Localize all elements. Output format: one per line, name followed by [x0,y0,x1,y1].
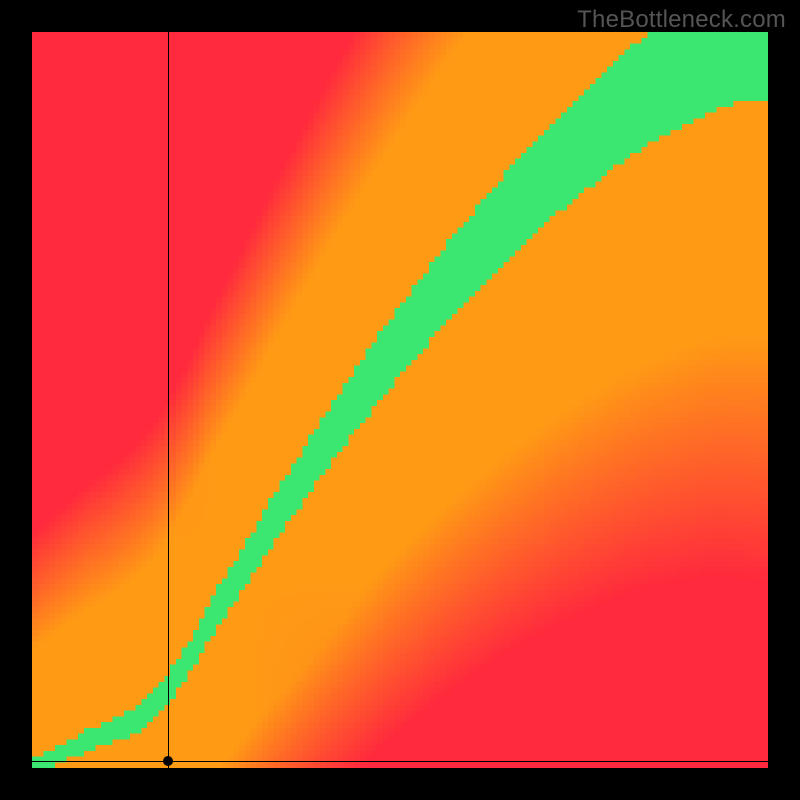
plot-frame [0,0,800,800]
watermark-text: TheBottleneck.com [577,6,786,34]
marker-dot [163,756,173,766]
heatmap-canvas [32,32,768,768]
crosshair-vertical [168,32,169,768]
chart-container: TheBottleneck.com [0,0,800,800]
crosshair-horizontal [32,761,768,762]
